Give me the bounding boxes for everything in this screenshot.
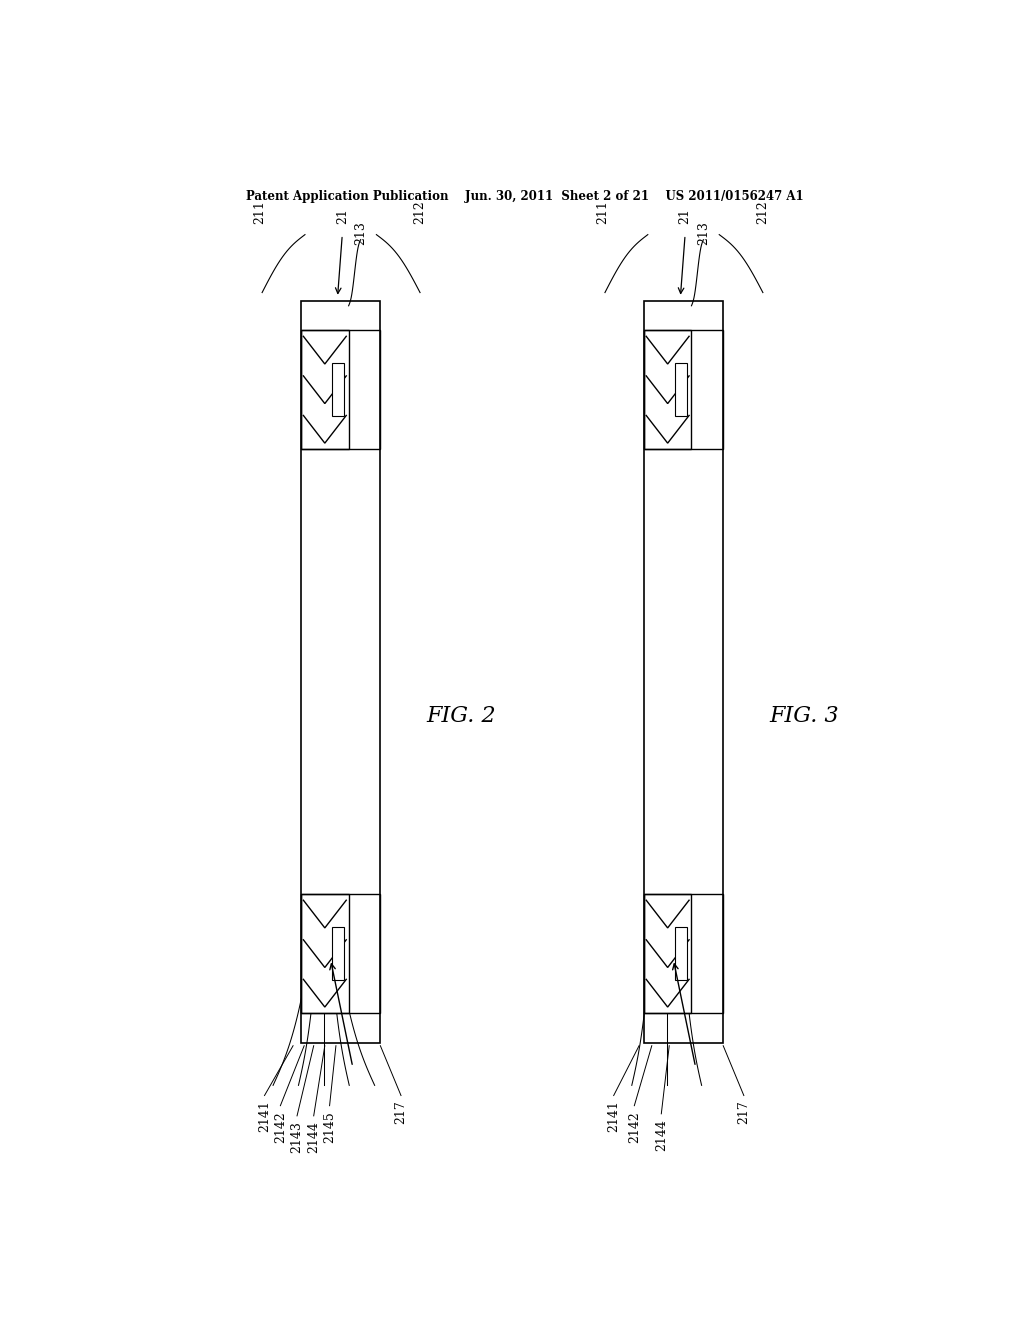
Bar — [301, 301, 380, 1043]
Bar — [301, 894, 380, 1012]
Bar — [332, 363, 344, 416]
Bar — [301, 330, 348, 449]
Text: 211: 211 — [253, 201, 266, 224]
Bar — [644, 301, 723, 1043]
Bar — [301, 894, 380, 1012]
Bar — [644, 330, 691, 449]
Text: 2141: 2141 — [607, 1101, 621, 1133]
Text: Patent Application Publication    Jun. 30, 2011  Sheet 2 of 21    US 2011/015624: Patent Application Publication Jun. 30, … — [246, 190, 804, 202]
Bar — [644, 894, 723, 1012]
Bar — [301, 330, 380, 449]
Text: 212: 212 — [414, 201, 427, 224]
Text: 213: 213 — [697, 220, 710, 244]
Bar — [644, 894, 691, 1012]
Text: 21: 21 — [336, 209, 349, 224]
Bar — [644, 330, 723, 449]
Text: 217: 217 — [394, 1101, 408, 1125]
Text: 21: 21 — [679, 209, 691, 224]
Text: 2142: 2142 — [628, 1110, 641, 1143]
Bar — [301, 330, 380, 449]
Bar — [675, 363, 687, 416]
Bar — [332, 927, 344, 981]
Bar — [301, 894, 348, 1012]
Bar — [644, 330, 723, 449]
Text: 213: 213 — [354, 220, 367, 244]
Text: 2144: 2144 — [307, 1121, 321, 1152]
Bar — [644, 894, 691, 1012]
Bar — [675, 927, 687, 981]
Text: 217: 217 — [737, 1101, 751, 1125]
Text: 2143: 2143 — [291, 1121, 303, 1152]
Text: 2141: 2141 — [258, 1101, 271, 1133]
Text: 2144: 2144 — [654, 1119, 668, 1151]
Text: FIG. 2: FIG. 2 — [426, 705, 496, 727]
Bar — [301, 894, 348, 1012]
Text: 211: 211 — [596, 201, 609, 224]
Bar — [644, 330, 691, 449]
Text: 2142: 2142 — [273, 1110, 287, 1143]
Bar — [644, 894, 723, 1012]
Bar — [301, 330, 380, 449]
Bar — [644, 330, 723, 449]
Text: 2145: 2145 — [324, 1110, 336, 1143]
Bar — [301, 330, 348, 449]
Text: 212: 212 — [757, 201, 769, 224]
Bar — [644, 301, 723, 1043]
Bar — [644, 894, 723, 1012]
Bar — [301, 894, 380, 1012]
Text: FIG. 3: FIG. 3 — [769, 705, 839, 727]
Bar — [301, 301, 380, 1043]
